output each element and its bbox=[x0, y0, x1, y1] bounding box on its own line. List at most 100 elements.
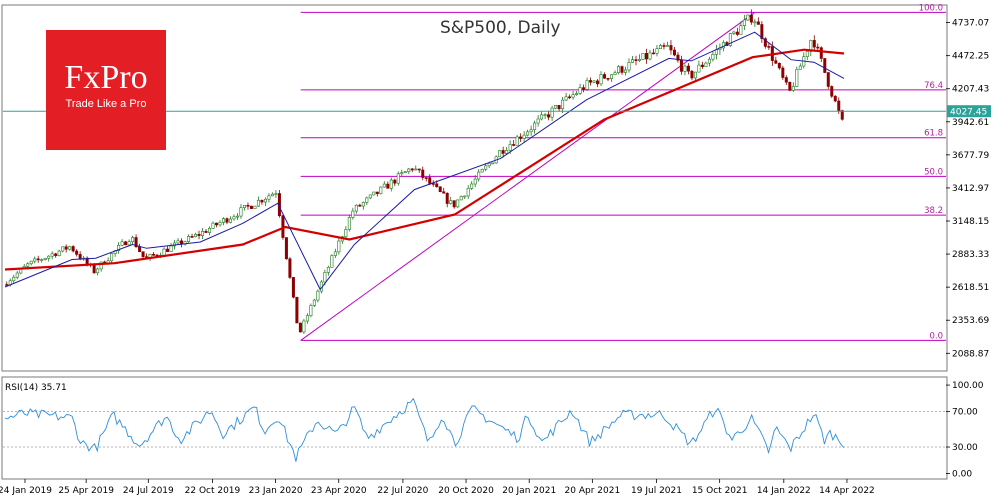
candle-body bbox=[763, 38, 767, 47]
candle-body bbox=[228, 218, 232, 223]
candle-body bbox=[71, 246, 75, 252]
y-tick-label-8: 2618.51 bbox=[952, 283, 989, 293]
candle-body bbox=[365, 197, 369, 203]
candle-body bbox=[519, 136, 523, 139]
candle-body bbox=[326, 267, 330, 273]
candle-body bbox=[50, 253, 54, 257]
candle-body bbox=[201, 231, 205, 236]
candle-body bbox=[487, 163, 491, 167]
candle-body bbox=[246, 205, 250, 207]
candle-body bbox=[816, 46, 820, 49]
candle-body bbox=[305, 315, 309, 322]
candle-body bbox=[655, 48, 659, 54]
candle-body bbox=[382, 183, 386, 188]
candle-body bbox=[833, 95, 837, 102]
candle-body bbox=[686, 65, 690, 72]
candle-body bbox=[242, 205, 246, 208]
candle-body bbox=[208, 228, 212, 233]
candle-body bbox=[498, 150, 502, 158]
candle-body bbox=[312, 299, 316, 306]
candle-body bbox=[414, 168, 418, 171]
candle-body bbox=[463, 195, 467, 198]
candle-body bbox=[400, 172, 404, 175]
candle-body bbox=[634, 59, 638, 61]
x-tick-label-10: 19 Jul 2021 bbox=[631, 486, 682, 496]
candle-body bbox=[176, 240, 180, 244]
candle-body bbox=[641, 53, 645, 60]
y-tick-label-9: 2353.69 bbox=[952, 316, 989, 326]
candle-body bbox=[484, 165, 488, 170]
candle-body bbox=[781, 67, 785, 78]
candle-body bbox=[613, 72, 617, 75]
candle-body bbox=[823, 58, 827, 73]
candle-body bbox=[12, 276, 16, 282]
candle-body bbox=[396, 173, 400, 184]
candle-body bbox=[368, 194, 372, 199]
x-tick-label-11: 15 Oct 2021 bbox=[692, 486, 748, 496]
candle-body bbox=[375, 191, 379, 194]
candle-body bbox=[36, 258, 40, 261]
candle-body bbox=[204, 231, 208, 233]
candle-body bbox=[819, 47, 823, 59]
candle-body bbox=[386, 183, 390, 189]
candle-body bbox=[749, 14, 753, 23]
y-tick-label-5: 3412.97 bbox=[952, 184, 989, 194]
candle-body bbox=[298, 322, 302, 333]
candle-body bbox=[603, 74, 607, 79]
candle-body bbox=[379, 186, 383, 194]
candle-body bbox=[225, 218, 229, 223]
candle-body bbox=[637, 59, 641, 61]
chart-title: S&P500, Daily bbox=[440, 18, 561, 38]
candle-body bbox=[589, 80, 593, 83]
candle-body bbox=[295, 296, 299, 324]
candle-body bbox=[624, 69, 628, 73]
x-tick-label-3: 22 Oct 2019 bbox=[185, 486, 241, 496]
candle-body bbox=[263, 198, 267, 203]
candle-body bbox=[592, 80, 596, 83]
candle-body bbox=[235, 215, 239, 218]
candle-body bbox=[152, 254, 156, 256]
candle-body bbox=[249, 205, 253, 209]
candle-body bbox=[690, 70, 694, 79]
candle-body bbox=[651, 52, 655, 55]
candle-body bbox=[389, 179, 393, 189]
candle-body bbox=[501, 150, 505, 154]
candle-body bbox=[162, 248, 166, 256]
candle-body bbox=[288, 258, 292, 278]
candle-body bbox=[480, 168, 484, 173]
candle-body bbox=[26, 263, 30, 267]
x-tick-label-7: 20 Oct 2020 bbox=[438, 486, 494, 496]
candle-body bbox=[449, 200, 453, 204]
candle-body bbox=[533, 122, 537, 131]
candle-body bbox=[393, 179, 397, 184]
candle-body bbox=[550, 107, 554, 118]
candle-body bbox=[830, 86, 834, 97]
rsi-title: RSI(14) 35.71 bbox=[5, 383, 67, 393]
x-tick-label-9: 20 Apr 2021 bbox=[565, 486, 621, 496]
candle-body bbox=[120, 241, 124, 246]
logo-name: FxPro bbox=[64, 59, 148, 96]
candle-body bbox=[431, 183, 435, 185]
candle-body bbox=[554, 105, 558, 109]
candle-body bbox=[424, 177, 428, 179]
candle-body bbox=[33, 258, 37, 262]
current-price-label: 4027.45 bbox=[950, 108, 987, 118]
candle-body bbox=[92, 264, 96, 274]
candle-body bbox=[610, 74, 614, 79]
candle-body bbox=[529, 129, 533, 133]
candle-body bbox=[596, 80, 600, 85]
fib-level-label-2: 61.8 bbox=[924, 129, 943, 139]
candle-body bbox=[417, 168, 421, 171]
candle-body bbox=[351, 210, 355, 218]
candle-body bbox=[274, 193, 278, 195]
x-tick-label-12: 14 Jan 2022 bbox=[757, 486, 811, 496]
candle-body bbox=[557, 105, 561, 110]
candle-body bbox=[721, 42, 725, 49]
candle-body bbox=[337, 240, 341, 253]
x-tick-label-8: 20 Jan 2021 bbox=[502, 486, 556, 496]
candle-body bbox=[585, 80, 589, 90]
candle-body bbox=[435, 183, 439, 188]
fibonacci-layer: 100.0 76.4 61.8 50.0 38.2 0.0 bbox=[300, 3, 946, 341]
candle-body bbox=[547, 114, 551, 118]
